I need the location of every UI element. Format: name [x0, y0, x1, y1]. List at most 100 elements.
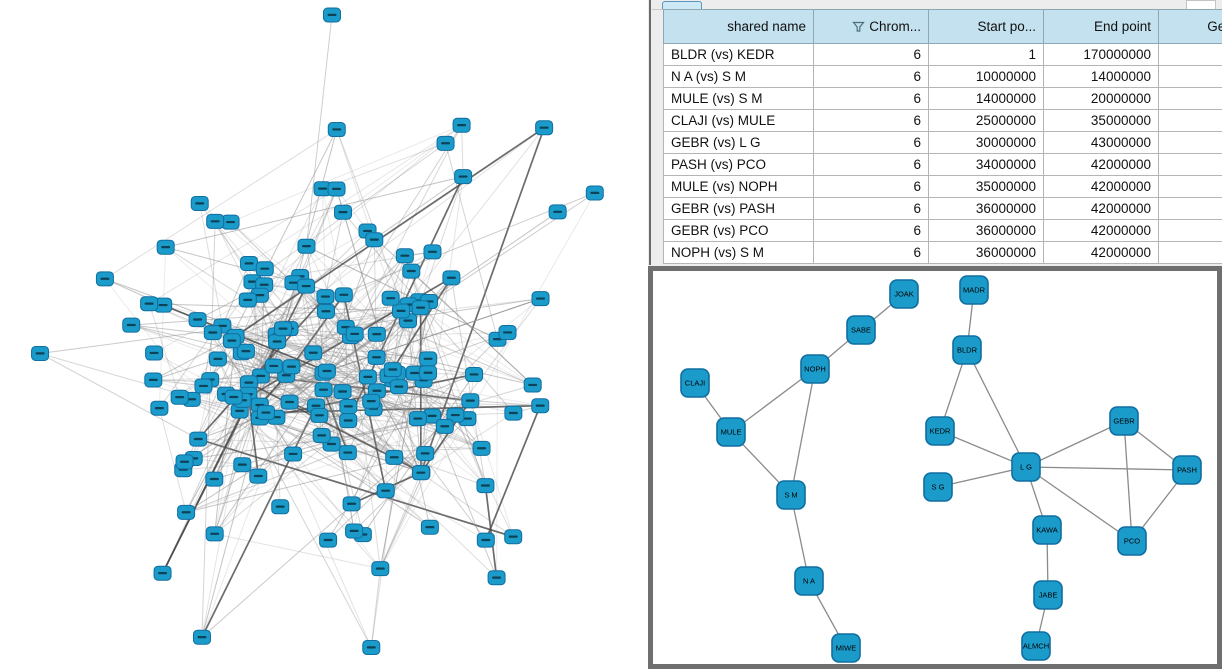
network-node[interactable] — [249, 468, 268, 484]
network-node[interactable] — [504, 405, 523, 421]
panel-splitter[interactable] — [649, 0, 651, 265]
network-node[interactable]: NOPH — [800, 354, 830, 384]
table-row[interactable]: MULE (vs) S M614000000200000007.5 — [663, 87, 1222, 110]
network-node[interactable] — [238, 292, 257, 308]
column-header-genetic-distance[interactable]: Genetic... — [1158, 9, 1222, 44]
network-node[interactable] — [312, 427, 331, 443]
network-node[interactable] — [205, 526, 224, 542]
network-node[interactable] — [416, 445, 435, 461]
network-node[interactable]: BLDR — [952, 335, 982, 365]
column-header-chromosome[interactable]: Chrom... — [813, 9, 929, 44]
table-row[interactable]: GEBR (vs) PCO636000000420000008.4 — [663, 219, 1222, 242]
network-node[interactable] — [327, 181, 346, 197]
network-node[interactable] — [268, 334, 287, 350]
network-node[interactable] — [476, 532, 495, 548]
network-node[interactable] — [95, 271, 114, 287]
network-node[interactable] — [342, 496, 361, 512]
network-node[interactable] — [304, 345, 323, 361]
network-edge[interactable] — [790, 368, 816, 496]
network-node[interactable] — [140, 296, 159, 312]
network-node[interactable] — [319, 532, 338, 548]
network-node[interactable] — [188, 312, 207, 328]
network-node[interactable] — [177, 504, 196, 520]
network-node[interactable]: CLAJI — [680, 368, 710, 398]
network-node[interactable] — [144, 372, 163, 388]
network-node[interactable] — [362, 393, 381, 409]
network-node[interactable] — [411, 465, 430, 481]
network-node[interactable] — [323, 7, 341, 23]
network-node[interactable] — [454, 169, 473, 185]
column-header-end-point[interactable]: End point — [1043, 9, 1159, 44]
network-node[interactable] — [442, 270, 461, 286]
network-node[interactable]: PASH — [1172, 455, 1202, 485]
network-node[interactable] — [317, 363, 336, 379]
network-node[interactable] — [585, 185, 604, 201]
network-node[interactable] — [189, 431, 208, 447]
network-node[interactable] — [208, 351, 227, 367]
network-node[interactable] — [376, 483, 395, 499]
network-node[interactable] — [504, 529, 523, 545]
network-node[interactable] — [435, 418, 454, 434]
network-node[interactable] — [423, 244, 442, 260]
network-edge[interactable] — [1025, 466, 1188, 471]
table-row[interactable]: NOPH (vs) S M636000000420000009.9 — [663, 241, 1222, 264]
network-node[interactable] — [222, 333, 241, 349]
network-node[interactable] — [271, 499, 290, 515]
network-node[interactable]: PCO — [1117, 526, 1147, 556]
network-node[interactable] — [192, 629, 211, 645]
network-node[interactable]: GEBR — [1109, 406, 1139, 436]
network-node[interactable] — [233, 457, 252, 473]
filter-icon[interactable] — [852, 21, 866, 33]
network-node[interactable] — [548, 204, 567, 220]
table-row[interactable]: MULE (vs) NOPH6350000004200000010.5 — [663, 175, 1222, 198]
network-node[interactable] — [345, 523, 364, 539]
network-node[interactable] — [338, 445, 357, 461]
network-node[interactable] — [452, 117, 471, 133]
network-node[interactable] — [411, 300, 430, 316]
network-node[interactable] — [395, 248, 414, 264]
column-header-start-position[interactable]: Start po... — [928, 9, 1044, 44]
network-node[interactable] — [255, 261, 274, 277]
network-edge[interactable] — [1025, 420, 1125, 468]
table-tab-fragment[interactable] — [662, 1, 702, 9]
network-node[interactable] — [145, 345, 164, 361]
network-node[interactable] — [205, 471, 224, 487]
network-node[interactable] — [236, 343, 255, 359]
network-node[interactable] — [224, 389, 243, 405]
network-node[interactable] — [156, 239, 175, 255]
network-node[interactable] — [358, 369, 377, 385]
network-node[interactable] — [362, 639, 381, 655]
network-node[interactable]: JOAK — [889, 279, 919, 309]
column-header-shared-name[interactable]: shared name — [663, 9, 814, 44]
network-node[interactable]: KEDR — [925, 416, 955, 446]
network-node[interactable] — [531, 291, 550, 307]
network-edge[interactable] — [1025, 466, 1133, 542]
network-node[interactable] — [392, 303, 411, 319]
network-node[interactable]: JABE — [1033, 580, 1063, 610]
network-node[interactable] — [402, 263, 421, 279]
table-row[interactable]: PASH (vs) PCO6340000004200000011.4 — [663, 153, 1222, 176]
network-node[interactable] — [523, 377, 542, 393]
main-network-view[interactable] — [0, 0, 648, 669]
table-row[interactable]: BLDR (vs) KEDR61170000000192.0 — [663, 43, 1222, 66]
network-node[interactable] — [310, 407, 329, 423]
network-node[interactable] — [282, 359, 301, 375]
network-node[interactable] — [367, 326, 386, 342]
network-node[interactable] — [316, 303, 335, 319]
network-node[interactable] — [175, 454, 194, 470]
network-node[interactable] — [420, 519, 439, 535]
network-node[interactable] — [274, 321, 293, 337]
network-node[interactable] — [239, 375, 258, 391]
network-node[interactable] — [280, 394, 299, 410]
network-node[interactable] — [150, 400, 169, 416]
network-node[interactable]: S G — [923, 472, 953, 502]
network-edge[interactable] — [730, 368, 816, 433]
table-row[interactable]: N A (vs) S M610000000140000006.6 — [663, 65, 1222, 88]
network-node[interactable] — [465, 367, 484, 383]
network-node[interactable] — [367, 349, 386, 365]
network-node[interactable] — [381, 290, 400, 306]
network-node[interactable] — [339, 413, 358, 429]
network-node[interactable] — [498, 325, 517, 341]
table-row[interactable]: CLAJI (vs) MULE625000000350000005.9 — [663, 109, 1222, 132]
network-node[interactable] — [203, 325, 222, 341]
